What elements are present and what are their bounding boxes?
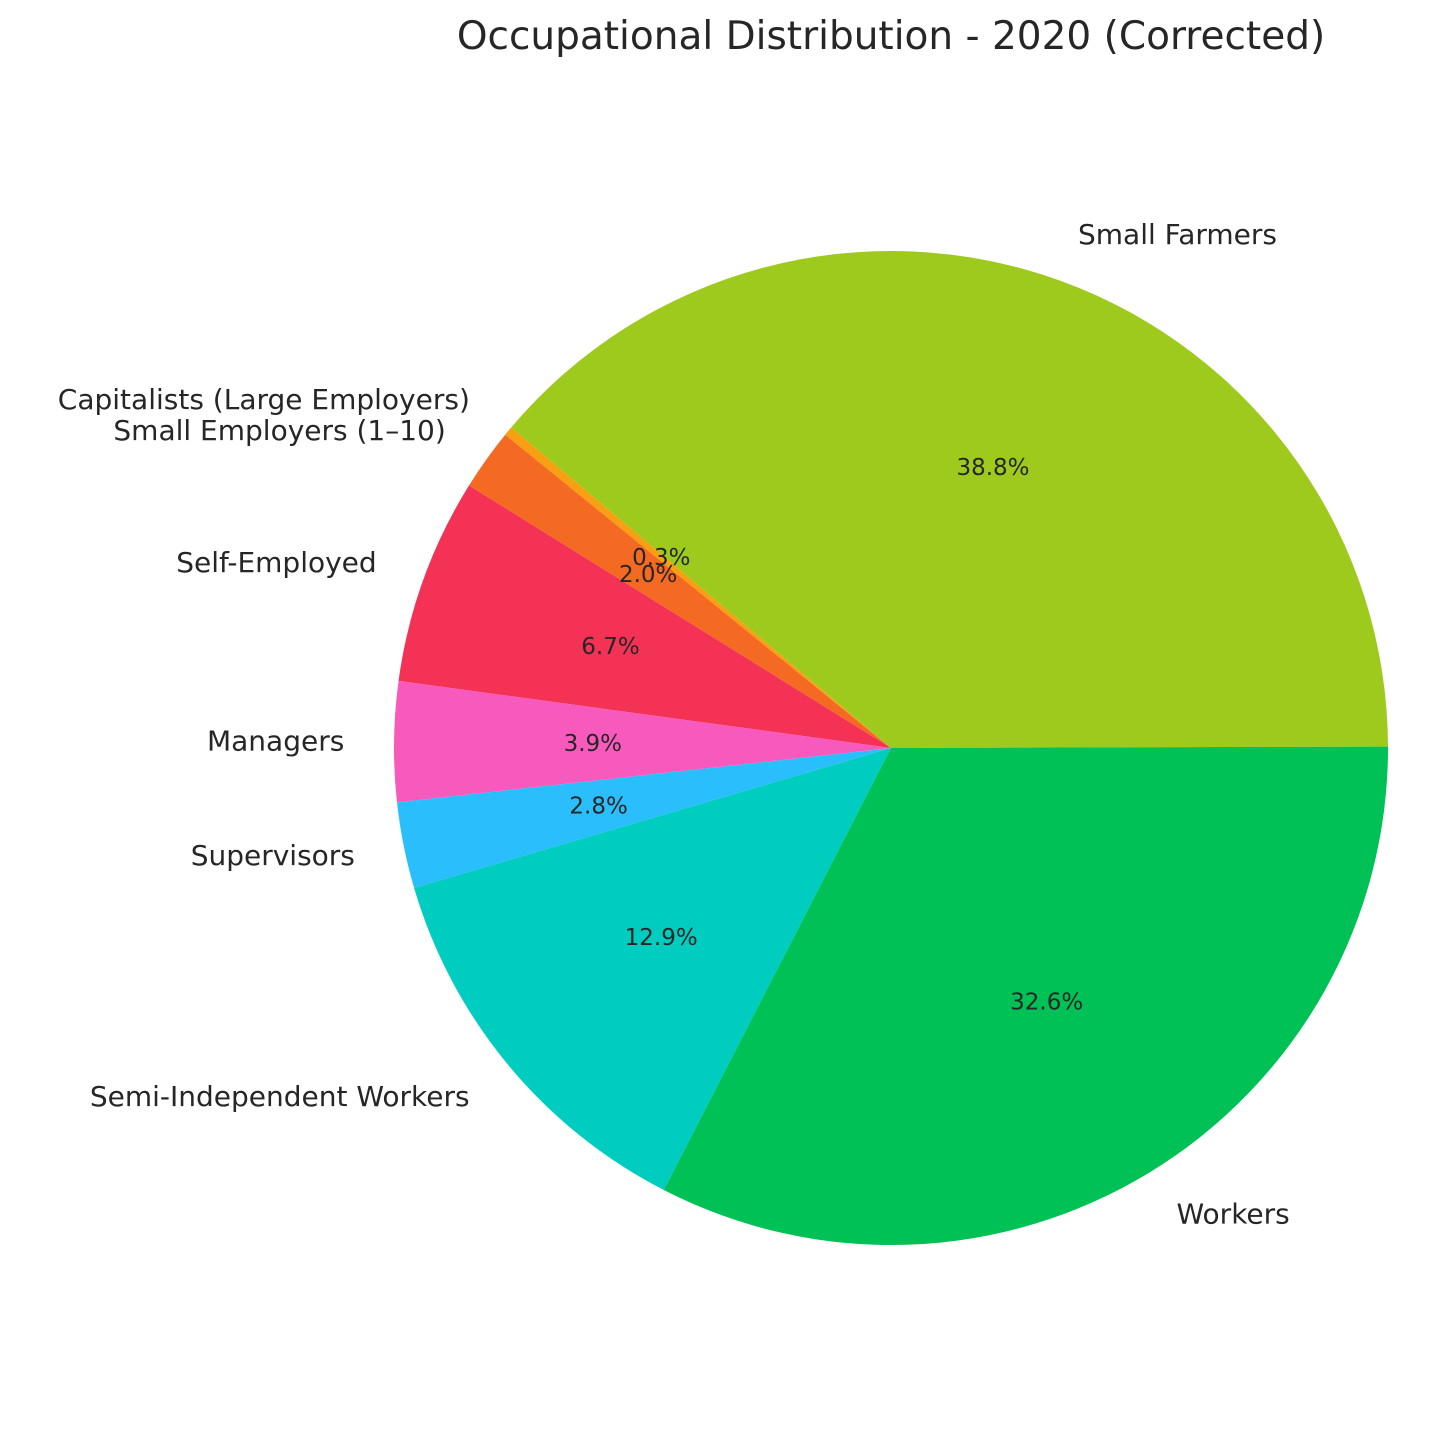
- pie-slice-small-farmers: [511, 250, 1388, 748]
- percent-label-self-employed: 6.7%: [581, 634, 639, 660]
- category-label-managers: Managers: [207, 724, 344, 757]
- pie-slice-small-employers-1-10: [468, 434, 891, 748]
- category-labels: Small Farmers Capitalists (Large Employer…: [58, 218, 1290, 1231]
- percent-label-workers: 32.6%: [1010, 989, 1083, 1015]
- pie-slices: [393, 250, 1389, 1246]
- pie-slice-semi-independent-workers: [414, 748, 891, 1191]
- percent-label-semi-independent-workers: 12.9%: [625, 925, 698, 951]
- percent-label-capitalists-large-employers: 0.3%: [632, 545, 690, 571]
- percent-label-supervisors: 2.8%: [569, 794, 627, 820]
- percent-label-small-employers-1-10: 2.0%: [619, 562, 677, 588]
- pie-slice-capitalists-large-employers: [505, 427, 891, 748]
- category-label-small-employers-1-10: Small Employers (1–10): [113, 414, 445, 447]
- category-label-workers: Workers: [1177, 1198, 1290, 1231]
- pie-slice-self-employed: [398, 485, 891, 748]
- pie-slice-supervisors: [396, 748, 891, 888]
- category-label-supervisors: Supervisors: [191, 839, 355, 872]
- percent-labels: 38.8% 0.3%2.0% 6.7% 3.9% 2.8% 12.9% 32.6%: [564, 455, 1084, 1016]
- percent-label-small-farmers: 38.8%: [956, 455, 1029, 481]
- pie-slice-workers: [663, 746, 1389, 1246]
- category-label-self-employed: Self-Employed: [176, 546, 376, 579]
- percent-label-managers: 3.9%: [564, 731, 622, 757]
- category-label-capitalists-large-employers: Capitalists (Large Employers): [58, 383, 470, 416]
- category-label-semi-independent-workers: Semi-Independent Workers: [90, 1080, 470, 1113]
- pie-slice-managers: [393, 680, 891, 803]
- chart-title: Occupational Distribution - 2020 (Correc…: [457, 14, 1325, 59]
- category-label-small-farmers: Small Farmers: [1078, 218, 1277, 251]
